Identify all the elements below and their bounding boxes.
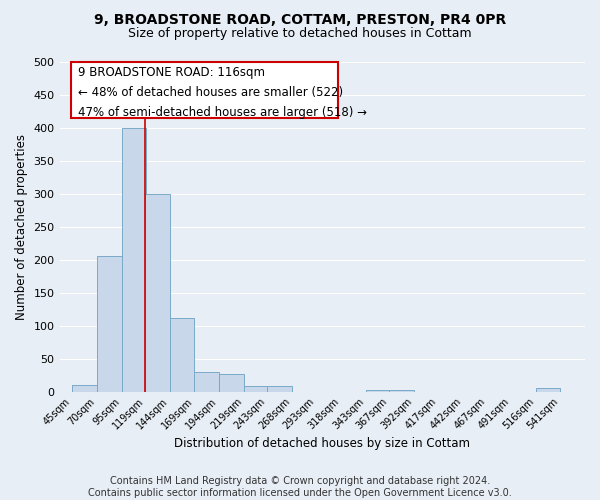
Bar (219, 374, 244, 392)
Text: 9, BROADSTONE ROAD, COTTAM, PRESTON, PR4 0PR: 9, BROADSTONE ROAD, COTTAM, PRESTON, PR4… (94, 12, 506, 26)
Bar (73, 385, 97, 392)
Text: 9 BROADSTONE ROAD: 116sqm
← 48% of detached houses are smaller (522)
47% of semi: 9 BROADSTONE ROAD: 116sqm ← 48% of detac… (77, 66, 367, 120)
Text: Contains HM Land Registry data © Crown copyright and database right 2024.
Contai: Contains HM Land Registry data © Crown c… (88, 476, 512, 498)
Bar (389, 390, 414, 392)
Bar (365, 390, 390, 392)
X-axis label: Distribution of detached houses by size in Cottam: Distribution of detached houses by size … (174, 437, 470, 450)
Y-axis label: Number of detached properties: Number of detached properties (15, 134, 28, 320)
Bar (122, 128, 146, 392)
Bar (170, 318, 194, 392)
Bar (145, 194, 170, 392)
Bar (267, 386, 292, 392)
Bar (194, 372, 219, 392)
Bar (97, 256, 122, 392)
Bar (536, 388, 560, 392)
FancyBboxPatch shape (71, 62, 338, 118)
Bar (244, 386, 268, 392)
Text: Size of property relative to detached houses in Cottam: Size of property relative to detached ho… (128, 28, 472, 40)
